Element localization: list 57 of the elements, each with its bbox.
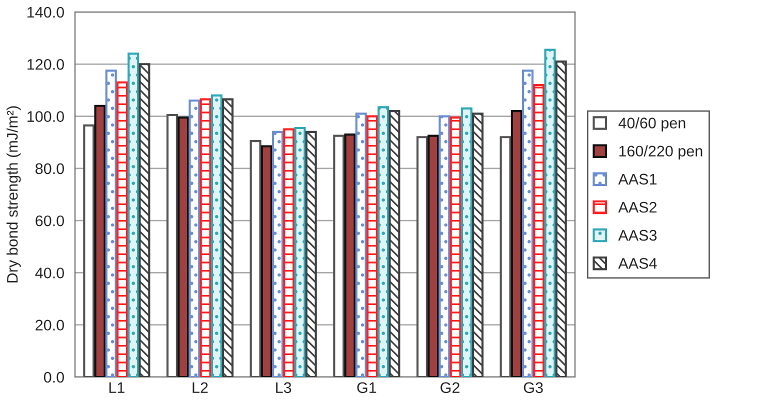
x-tick-label: G1 [357,382,376,394]
y-tick-label: 0.0 [44,372,64,383]
bar [500,136,512,377]
bar [378,106,390,377]
bar [250,140,262,377]
y-tick-label: 40.0 [35,268,64,278]
bar [438,115,450,377]
y-tick-label: 80.0 [36,163,64,174]
legend-label: AAS1 [618,174,657,185]
bar [533,84,545,377]
legend-label: 40/60 pen [618,117,686,132]
bar [416,136,428,377]
y-tick-label: 60.0 [36,215,64,226]
legend-label: AAS3 [618,230,657,241]
bar [83,124,95,377]
bar [305,130,317,377]
bar [472,112,484,377]
bar [200,98,212,377]
x-tick-label: L3 [276,382,292,394]
bar [260,145,272,377]
y-tick-label: 100.0 [28,111,64,122]
bar [272,130,284,377]
bar [294,126,306,377]
x-tick-label: L1 [109,382,124,393]
x-tick-label: G2 [440,382,460,394]
bar [128,52,140,377]
legend-label: AAS2 [618,202,656,213]
legend-label: 160/220 pen [619,145,702,160]
bar [94,104,106,377]
bar [116,81,128,377]
bar [355,112,367,377]
bar [188,100,200,377]
bar [210,94,222,377]
bar [555,60,567,377]
y-tick-label: 140.0 [28,6,64,18]
bar [428,134,440,377]
bar [510,110,522,377]
bar [138,63,150,377]
bar [166,114,178,377]
bar [178,116,190,377]
bar [344,133,356,377]
bar [222,98,234,377]
bar [333,134,345,377]
legend-label: AAS4 [618,258,657,269]
bar [544,48,556,377]
bar [283,128,295,377]
bar [366,115,378,377]
y-axis-title: Dry bond strength (mJ/m²) [6,106,21,282]
x-tick-label: L2 [192,382,208,393]
y-tick-label: 20.0 [36,320,64,331]
bar [460,107,472,377]
x-tick-label: G3 [524,382,543,394]
y-tick-label: 120.0 [28,59,64,70]
bar [105,70,117,377]
bar [450,116,462,377]
bar [522,70,534,377]
bar [388,110,400,377]
